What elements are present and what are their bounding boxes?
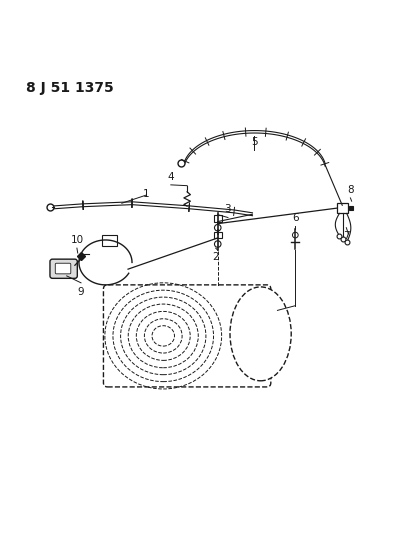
Circle shape: [293, 232, 298, 238]
Text: 8: 8: [347, 184, 354, 195]
Text: 8 J 51 1375: 8 J 51 1375: [26, 81, 113, 95]
Bar: [214, 232, 222, 238]
FancyBboxPatch shape: [102, 235, 117, 246]
Bar: [214, 215, 222, 222]
Text: 5: 5: [251, 137, 258, 147]
Text: 7: 7: [343, 231, 350, 241]
Text: 1: 1: [143, 189, 150, 199]
FancyBboxPatch shape: [50, 259, 77, 278]
Circle shape: [215, 241, 221, 247]
Text: 4: 4: [168, 172, 174, 182]
Text: 10: 10: [70, 235, 83, 245]
Text: 3: 3: [225, 204, 231, 214]
FancyBboxPatch shape: [55, 263, 71, 274]
Circle shape: [215, 224, 221, 231]
Bar: [337, 203, 349, 213]
FancyBboxPatch shape: [104, 285, 271, 387]
Ellipse shape: [230, 287, 291, 381]
Bar: [349, 206, 353, 210]
Text: 2: 2: [212, 252, 219, 262]
Text: 6: 6: [292, 213, 299, 223]
Text: 9: 9: [78, 287, 84, 297]
